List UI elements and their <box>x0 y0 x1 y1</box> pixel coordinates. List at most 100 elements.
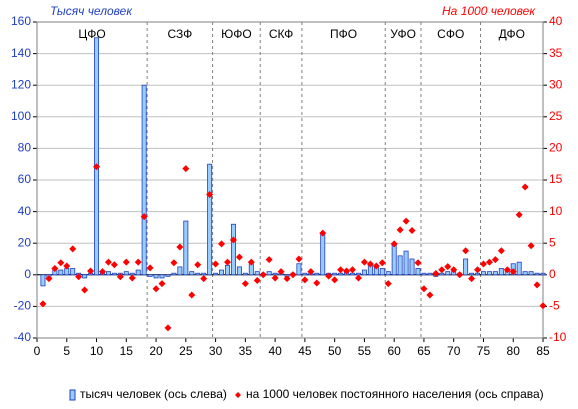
marker <box>444 263 452 271</box>
x-tick-label: 30 <box>209 344 223 358</box>
y2-tick-label: 15 <box>549 172 563 186</box>
marker <box>51 264 59 272</box>
bar <box>463 258 469 276</box>
y-tick-label: 40 <box>18 204 32 218</box>
bar <box>189 271 195 276</box>
bar <box>183 220 189 276</box>
x-tick-label: 55 <box>358 344 372 358</box>
y2-tick-label: 30 <box>549 77 563 91</box>
x-tick-label: 15 <box>120 344 134 358</box>
bar <box>111 272 117 276</box>
x-tick-label: 40 <box>268 344 282 358</box>
legend-swatch <box>69 389 76 401</box>
bar <box>492 271 498 276</box>
marker <box>485 258 493 266</box>
bar <box>421 272 427 276</box>
y-tick-label: 0 <box>24 267 31 281</box>
bar <box>498 268 504 276</box>
x-tick-label: 35 <box>239 344 253 358</box>
bar <box>522 271 528 276</box>
y-tick-label: -20 <box>14 299 32 313</box>
bar <box>338 272 344 276</box>
marker <box>146 264 154 272</box>
legend-label: на 1000 человек постоянного населения (о… <box>246 387 544 401</box>
marker <box>110 261 118 269</box>
bar <box>141 84 147 276</box>
bar <box>314 272 320 276</box>
marker <box>349 266 357 274</box>
y-tick-label: 120 <box>11 77 31 91</box>
bar <box>391 242 397 276</box>
marker <box>93 163 101 171</box>
region-label: ПФО <box>330 27 357 41</box>
bar <box>528 271 534 276</box>
legend-label: тысяч человек (ось слева) <box>80 387 227 401</box>
x-tick-label: 0 <box>34 344 41 358</box>
marker <box>497 247 505 255</box>
marker <box>491 256 499 264</box>
bar <box>242 272 248 276</box>
marker <box>360 258 368 266</box>
marker <box>57 259 65 267</box>
marker <box>283 275 291 283</box>
marker <box>241 280 249 288</box>
x-tick-label: 20 <box>149 344 163 358</box>
marker <box>194 261 202 269</box>
bar <box>486 271 492 276</box>
bar <box>195 272 201 276</box>
x-tick-label: 75 <box>477 344 491 358</box>
bar <box>534 272 540 276</box>
bar <box>177 266 183 276</box>
marker <box>390 240 398 248</box>
marker <box>456 271 464 279</box>
marker <box>170 259 178 267</box>
bar <box>350 272 355 276</box>
y2-tick-label: -5 <box>549 299 560 313</box>
marker <box>420 285 428 293</box>
marker <box>539 302 547 310</box>
marker <box>277 268 285 276</box>
marker <box>200 275 208 283</box>
region-label: ЮФО <box>221 27 252 41</box>
marker <box>218 240 226 248</box>
legend-swatch <box>235 392 241 398</box>
y2-axis-title: На 1000 человек <box>442 4 536 18</box>
marker <box>402 217 410 225</box>
bar <box>439 272 445 276</box>
marker <box>176 243 184 251</box>
bar <box>516 261 522 276</box>
x-tick-label: 10 <box>90 344 104 358</box>
bar <box>445 271 451 276</box>
marker <box>503 266 511 274</box>
marker <box>45 275 53 283</box>
marker <box>247 258 255 266</box>
marker <box>206 191 214 199</box>
x-tick-label: 70 <box>447 344 461 358</box>
marker <box>140 213 148 221</box>
marker <box>63 262 71 270</box>
bar <box>213 272 219 276</box>
bar <box>385 271 391 276</box>
bar <box>236 266 242 276</box>
marker <box>116 273 124 281</box>
marker <box>408 227 416 235</box>
marker <box>533 281 541 289</box>
marker <box>372 262 380 270</box>
bar <box>165 274 171 277</box>
marker <box>426 291 434 299</box>
marker <box>259 271 267 279</box>
marker <box>462 247 470 255</box>
marker <box>354 274 362 282</box>
y-tick-label: -40 <box>14 330 32 344</box>
y-tick-label: 100 <box>11 109 31 123</box>
bar <box>94 37 100 276</box>
marker <box>450 266 458 274</box>
x-tick-label: 5 <box>63 344 70 358</box>
marker <box>152 285 160 293</box>
bar <box>207 163 213 276</box>
bar <box>159 274 165 279</box>
marker <box>212 260 220 268</box>
marker <box>396 226 404 234</box>
bar <box>415 268 421 276</box>
